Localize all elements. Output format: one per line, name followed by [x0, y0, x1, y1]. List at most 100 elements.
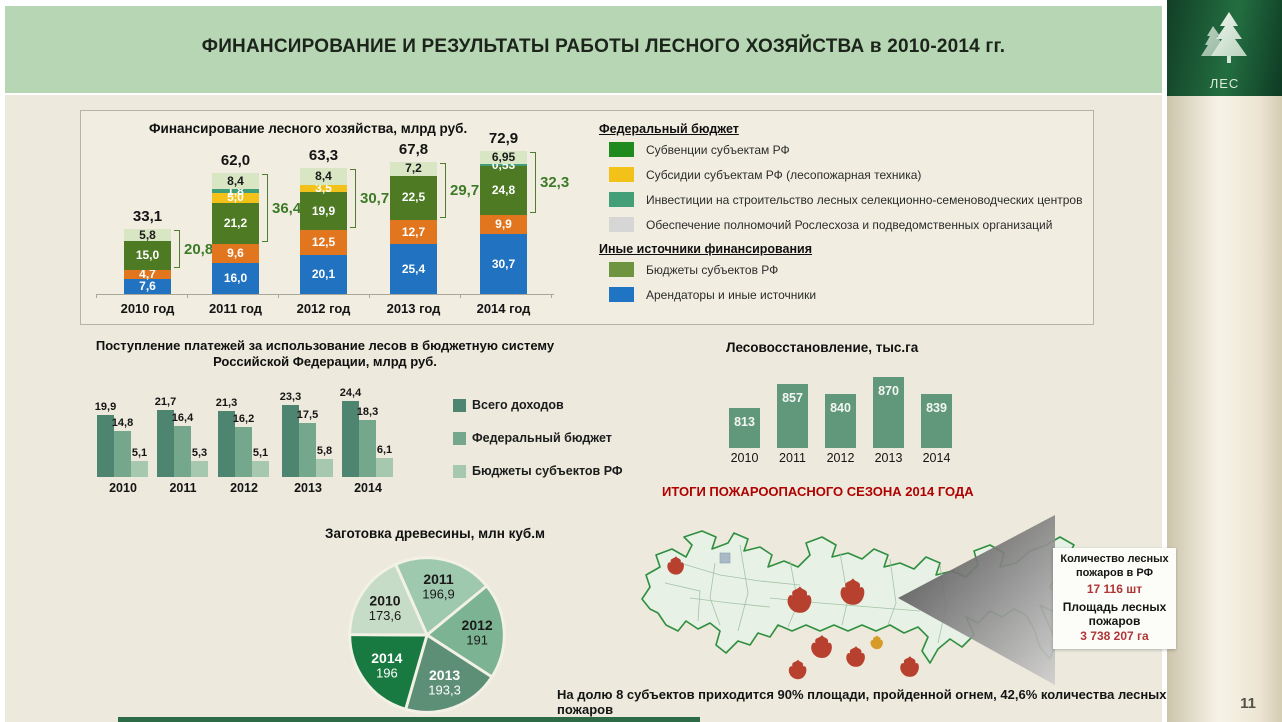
bar: 839 — [921, 394, 952, 448]
bar-segment-label: 6,95 — [491, 149, 516, 164]
bracket — [530, 151, 536, 213]
fire-icon — [787, 586, 812, 613]
grouped-bar — [252, 461, 269, 477]
bar-segment: 4,7 — [124, 267, 171, 282]
bar: 870 — [873, 377, 904, 448]
fire-area-label: Площадь лесных пожаров — [1062, 599, 1167, 629]
fire-icon — [870, 635, 883, 650]
bar-segment-label: 7,2 — [405, 161, 422, 176]
category-label: 2014 — [922, 451, 951, 465]
footer-note: На долю 8 субъектов приходится 90% площа… — [557, 687, 1167, 717]
bar-value-label: 813 — [734, 415, 755, 430]
axis-tick — [278, 294, 279, 298]
region-marker — [719, 552, 731, 564]
category-label: 2010 — [730, 451, 759, 465]
axis-tick — [551, 294, 552, 298]
fire-stats-callout: Количество лесных пожаров в РФ 17 116 шт… — [1053, 548, 1176, 649]
bar-segment-label: 21,2 — [223, 215, 248, 230]
pie-slice-value: 196,9 — [422, 587, 455, 602]
legend-item: Инвестиции на строительство лесных селек… — [609, 192, 1091, 207]
bar-value-label: 5,1 — [131, 447, 148, 460]
bar-segment-label: 19,9 — [311, 203, 336, 218]
bar-segment-label: 20,1 — [311, 266, 336, 281]
legend-item: Субсидии субъектам РФ (лесопожарная техн… — [609, 167, 1091, 182]
bracket — [174, 230, 180, 268]
logo-text: ЛЕС — [1209, 76, 1240, 91]
pie-slice-year: 2013 — [429, 667, 460, 683]
pie-slice-2012 — [425, 584, 506, 679]
payments-chart-title: Поступление платежей за использование ле… — [95, 338, 555, 370]
timber-pie-chart: Заготовка древесины, млн куб.м 2011 196,9… — [300, 522, 570, 722]
grouped-bar — [282, 404, 299, 477]
pie-slice-year: 2011 — [423, 571, 454, 587]
bar-value-label: 24,4 — [339, 387, 362, 400]
bar-segment: 15,0 — [124, 240, 171, 270]
bar-value-label: 5,8 — [316, 445, 333, 458]
axis-tick — [96, 294, 97, 298]
pie-slice-year: 2014 — [371, 650, 402, 666]
fire-icon — [840, 578, 865, 605]
pie-slice-2013 — [404, 633, 494, 714]
legend-label: Бюджеты субъектов РФ — [646, 262, 779, 277]
bar-segment-label: 30,7 — [491, 256, 516, 271]
category-label: 2011 — [779, 451, 806, 465]
fire-season-section: ИТОГИ ПОЖАРООПАСНОГО СЕЗОНА 2014 ГОДА — [555, 480, 1182, 715]
bar-value-label: 5,1 — [252, 447, 269, 460]
bar-segment: 19,9 — [300, 191, 347, 231]
category-label: 2013 год — [386, 301, 441, 316]
fire-icon — [900, 656, 919, 677]
bar-segment-label: 7,6 — [139, 279, 156, 294]
legend-item: Всего доходов — [453, 398, 623, 412]
bar-segment: 7,2 — [390, 161, 437, 176]
bar-segment: 12,5 — [300, 230, 347, 255]
bracket-value: 36,4 — [272, 199, 302, 217]
fir-tree-icon — [1201, 12, 1247, 63]
legend-label: Инвестиции на строительство лесных селек… — [646, 192, 1083, 207]
legend-label: Субсидии субъектам РФ (лесопожарная техн… — [646, 167, 922, 182]
bar-segment: 30,7 — [480, 234, 527, 294]
pie-slice-year: 2010 — [369, 593, 400, 609]
bracket — [262, 174, 268, 243]
bar-segment: 6,95 — [480, 149, 527, 165]
bar-segment-label: 22,5 — [401, 190, 426, 205]
fire-icon — [811, 635, 832, 658]
bar-segment: 12,7 — [390, 219, 437, 245]
slide-title: ФИНАНСИРОВАНИЕ И РЕЗУЛЬТАТЫ РАБОТЫ ЛЕСНО… — [201, 36, 1006, 57]
category-label: 2013 — [874, 451, 903, 465]
fire-season-title: ИТОГИ ПОЖАРООПАСНОГО СЕЗОНА 2014 ГОДА — [662, 484, 974, 499]
bar: 840 — [825, 393, 856, 448]
bar-segment: 20,1 — [300, 254, 347, 294]
category-label: 2014 год — [476, 301, 531, 316]
bar-value-label: 19,9 — [94, 401, 117, 414]
bar-segment: 1,8 — [212, 184, 259, 198]
bar-segment-label: 12,7 — [401, 224, 426, 239]
bar-value-label: 23,3 — [279, 390, 302, 403]
fire-count-value: 17 116 шт — [1086, 581, 1143, 596]
bar-value-label: 17,5 — [296, 408, 319, 421]
legend-item: Субвенции субъектам РФ — [609, 142, 1091, 157]
category-label: 2011 — [169, 481, 197, 495]
category-label: 2012 год — [296, 301, 351, 316]
logo: ЛЕС — [1167, 0, 1282, 96]
bar-segment: 8,4 — [212, 173, 259, 190]
grouped-bar — [376, 458, 393, 477]
legend-group-title: Федеральный бюджет — [599, 122, 739, 136]
legend-label: Всего доходов — [472, 398, 564, 412]
grouped-bar — [157, 409, 174, 477]
side-strip: 11 — [1167, 96, 1282, 722]
category-label: 2011 год — [208, 301, 263, 316]
pie-slice-2011 — [394, 556, 489, 637]
bar-value-label: 5,3 — [191, 446, 208, 459]
axis-tick — [187, 294, 188, 298]
bar-value-label: 839 — [926, 401, 947, 416]
category-label: 2014 — [354, 481, 382, 495]
bar-total-label: 33,1 — [132, 208, 163, 226]
bar-segment: 5,8 — [124, 228, 171, 242]
bar-segment-label: 15,0 — [135, 247, 160, 262]
category-label: 2012 — [826, 451, 855, 465]
bar-segment-label: 4,7 — [139, 267, 156, 282]
legend-label: Федеральный бюджет — [472, 431, 612, 445]
bar: 857 — [777, 384, 808, 448]
